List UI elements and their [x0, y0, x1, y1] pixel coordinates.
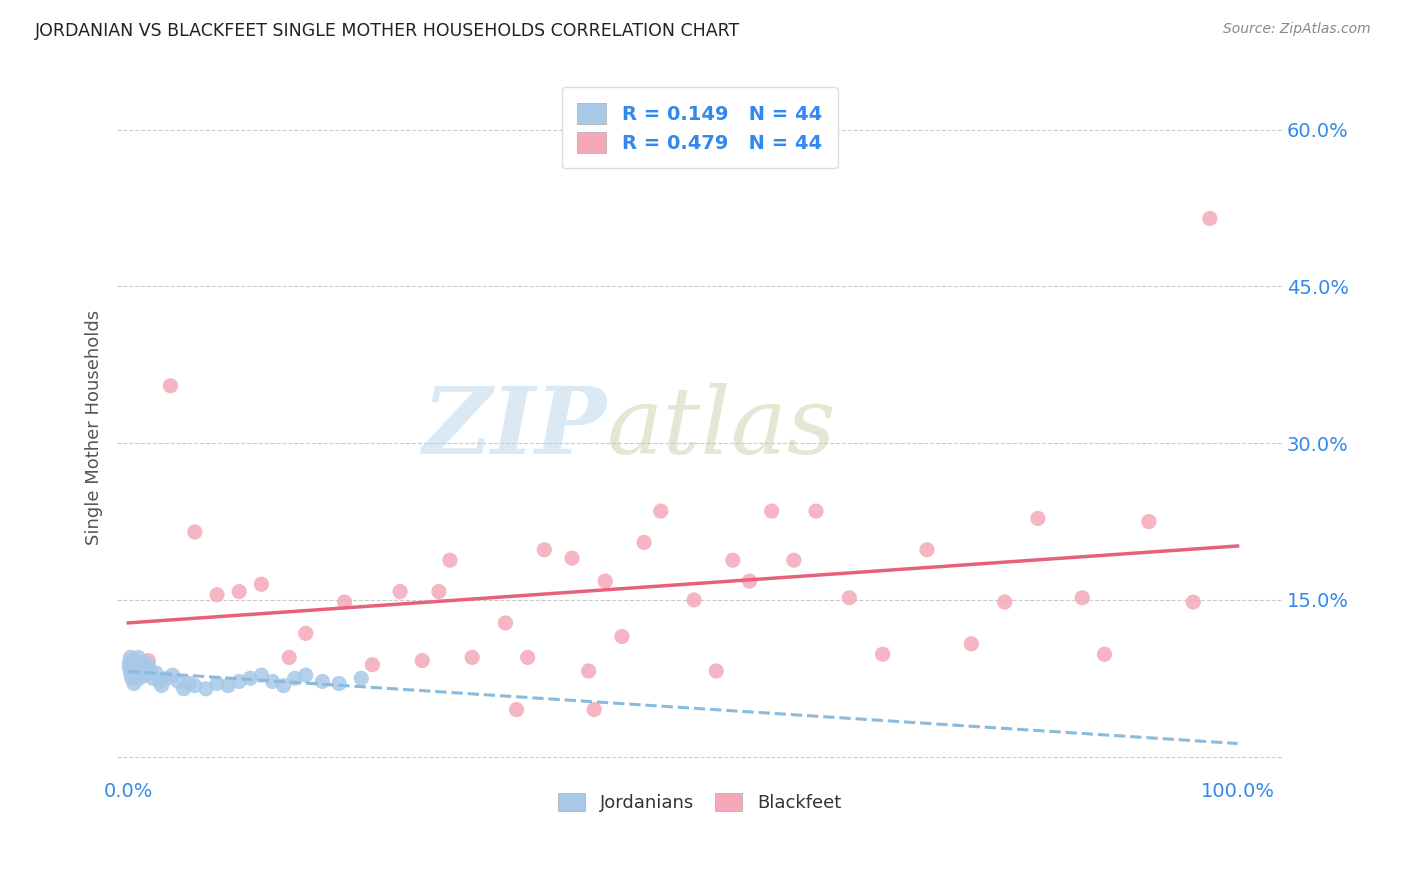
Point — [128, 671, 150, 685]
Point — [610, 630, 633, 644]
Point — [179, 676, 201, 690]
Y-axis label: Single Mother Households: Single Mother Households — [86, 310, 103, 545]
Point — [578, 664, 600, 678]
Point — [131, 656, 153, 670]
Point — [311, 674, 333, 689]
Point — [461, 650, 484, 665]
Point — [124, 668, 146, 682]
Point — [1026, 511, 1049, 525]
Point — [129, 661, 152, 675]
Point — [761, 504, 783, 518]
Point — [134, 668, 156, 682]
Point — [593, 574, 616, 588]
Point — [184, 524, 207, 539]
Point — [516, 650, 538, 665]
Point — [294, 668, 316, 682]
Point — [205, 676, 228, 690]
Point — [994, 595, 1017, 609]
Point — [1137, 515, 1160, 529]
Point — [294, 626, 316, 640]
Point — [125, 657, 148, 672]
Point — [328, 676, 350, 690]
Point — [583, 703, 606, 717]
Point — [127, 664, 149, 678]
Point — [150, 679, 173, 693]
Point — [121, 657, 143, 672]
Point — [1094, 647, 1116, 661]
Point — [167, 674, 190, 689]
Point — [228, 584, 250, 599]
Point — [439, 553, 461, 567]
Point — [783, 553, 806, 567]
Point — [122, 676, 145, 690]
Point — [194, 681, 217, 696]
Point — [561, 551, 583, 566]
Point — [633, 535, 655, 549]
Point — [262, 674, 284, 689]
Point — [205, 588, 228, 602]
Point — [131, 666, 153, 681]
Legend: Jordanians, Blackfeet: Jordanians, Blackfeet — [546, 780, 853, 824]
Point — [239, 671, 262, 685]
Point — [1182, 595, 1205, 609]
Text: JORDANIAN VS BLACKFEET SINGLE MOTHER HOUSEHOLDS CORRELATION CHART: JORDANIAN VS BLACKFEET SINGLE MOTHER HOU… — [35, 22, 741, 40]
Point — [273, 679, 295, 693]
Point — [411, 653, 433, 667]
Point — [135, 661, 157, 675]
Point — [122, 663, 145, 677]
Point — [361, 657, 384, 672]
Point — [118, 661, 141, 675]
Point — [721, 553, 744, 567]
Point — [120, 650, 142, 665]
Point — [960, 637, 983, 651]
Point — [915, 542, 938, 557]
Point — [156, 671, 179, 685]
Point — [650, 504, 672, 518]
Point — [804, 504, 827, 518]
Point — [250, 577, 273, 591]
Point — [533, 542, 555, 557]
Point — [148, 674, 170, 689]
Point — [121, 671, 143, 685]
Point — [278, 650, 301, 665]
Point — [228, 674, 250, 689]
Point — [145, 666, 167, 681]
Point — [427, 584, 450, 599]
Point — [389, 584, 412, 599]
Point — [350, 671, 373, 685]
Point — [284, 671, 307, 685]
Point — [505, 703, 527, 717]
Point — [118, 656, 141, 670]
Point — [838, 591, 860, 605]
Point — [162, 668, 184, 682]
Point — [136, 657, 159, 672]
Point — [173, 681, 195, 696]
Point — [250, 668, 273, 682]
Text: Source: ZipAtlas.com: Source: ZipAtlas.com — [1223, 22, 1371, 37]
Point — [872, 647, 894, 661]
Point — [159, 378, 181, 392]
Point — [142, 671, 165, 685]
Point — [139, 664, 162, 678]
Point — [1198, 211, 1220, 226]
Point — [120, 666, 142, 681]
Point — [121, 653, 143, 667]
Point — [1071, 591, 1094, 605]
Point — [704, 664, 727, 678]
Point — [494, 615, 516, 630]
Point — [683, 593, 706, 607]
Point — [136, 653, 159, 667]
Point — [333, 595, 356, 609]
Point — [738, 574, 761, 588]
Point — [184, 679, 207, 693]
Point — [217, 679, 239, 693]
Text: ZIP: ZIP — [422, 383, 606, 473]
Text: atlas: atlas — [606, 383, 837, 473]
Point — [127, 650, 149, 665]
